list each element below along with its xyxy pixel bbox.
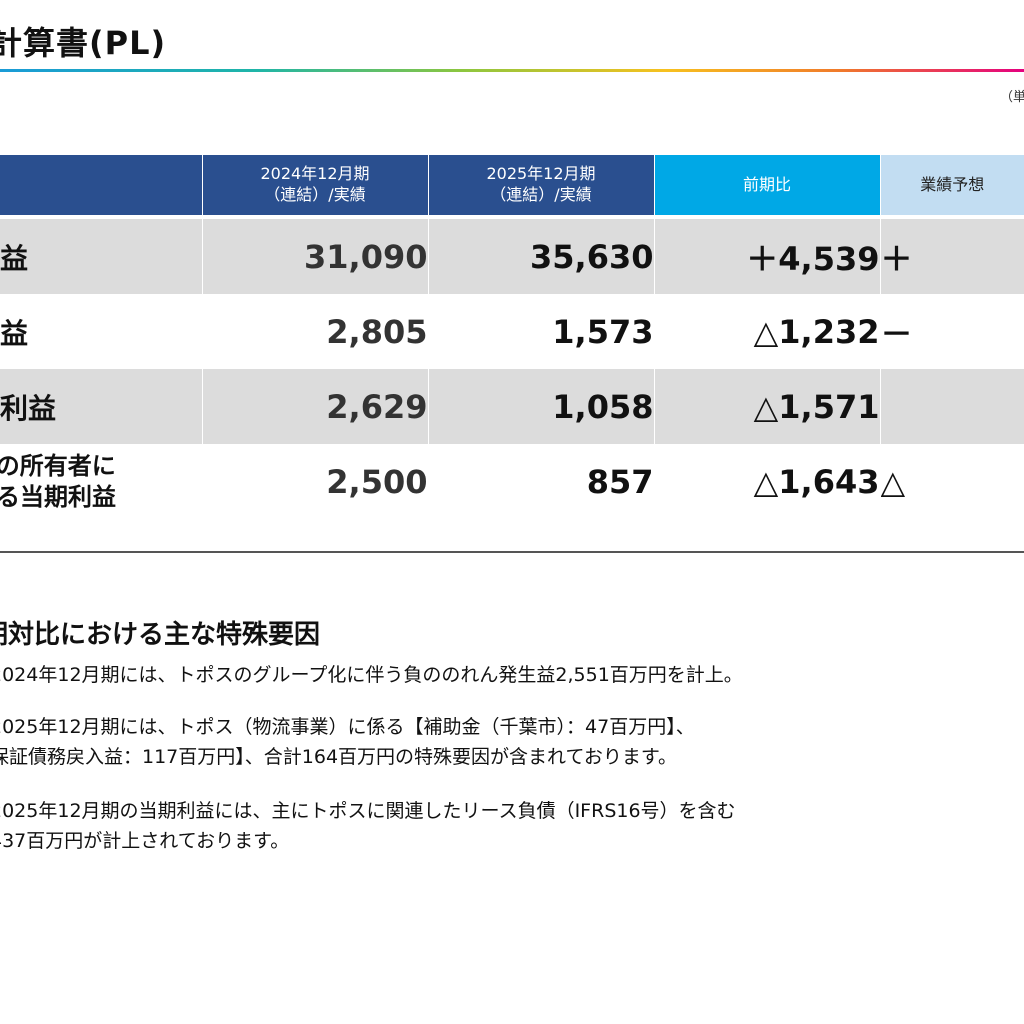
unit-note: （単 [1000,90,1024,105]
header-fy2025-basis: （連結）/実績 [490,185,592,204]
cell-yoy: △1,643 [653,444,880,519]
cell-yoy: △1,571 [653,369,880,444]
header-yoy: 前期比 [653,155,880,215]
table-row: 前利益 2,629 1,058 △1,571 [0,369,1024,444]
header-label [0,155,202,215]
table-bottom-rule [0,551,1024,553]
cell-fy2025: 857 [427,444,654,519]
row-label: 前利益 [0,369,202,444]
cell-forecast: △ [879,444,1024,519]
note-item: 2025年12月期には、トポス（物流事業）に係る【補助金（千葉市）：47百万円】… [0,712,695,772]
cell-fy2024: 31,090 [201,219,428,294]
page-title: 計算書(PL) [0,24,167,62]
note-line: 437百万円が計上されております。 [0,830,290,852]
header-fy2024-period: 2024年12月期 [260,164,370,184]
cell-fy2024: 2,629 [201,369,428,444]
cell-fy2025: 1,058 [427,369,654,444]
cell-yoy: ＋4,539 [653,219,880,294]
note-line: 2025年12月期には、トポス（物流事業）に係る【補助金（千葉市）：47百万円】… [0,716,695,738]
note-item: 2025年12月期の当期利益には、主にトポスに関連したリース負債（IFRS16号… [0,796,736,856]
row-label: 利益 [0,294,202,369]
note-line: 保証債務戻入益：117百万円】、合計164百万円の特殊要因が含まれております。 [0,746,677,768]
table-row: との所有者に する当期利益 2,500 857 △1,643 △ [0,444,1024,519]
cell-forecast: ＋ [879,219,1024,294]
cell-fy2024: 2,500 [201,444,428,519]
table-row: 収益 31,090 35,630 ＋4,539 ＋ [0,219,1024,294]
note-item: 2024年12月期には、トポスのグループ化に伴う負ののれん発生益2,551百万円… [0,660,743,690]
row-label-line: との所有者に [0,451,116,480]
header-forecast: 業績予想 [879,155,1024,215]
note-line: 2025年12月期の当期利益には、主にトポスに関連したリース負債（IFRS16号… [0,800,736,822]
row-label: 収益 [0,219,202,294]
header-fy2024-basis: （連結）/実績 [264,185,366,204]
notes-title: 期対比における主な特殊要因 [0,620,321,650]
title-underline [0,69,1024,72]
table-row: 利益 2,805 1,573 △1,232 － [0,294,1024,369]
header-fy2025-period: 2025年12月期 [486,164,596,184]
header-fy2025: 2025年12月期 （連結）/実績 [427,155,654,215]
header-fy2024: 2024年12月期 （連結）/実績 [201,155,428,215]
row-label: との所有者に する当期利益 [0,444,202,519]
note-line: 2024年12月期には、トポスのグループ化に伴う負ののれん発生益2,551百万円… [0,664,743,686]
cell-fy2025: 1,573 [427,294,654,369]
cell-forecast: － [879,294,1024,369]
row-label-line: する当期利益 [0,482,116,511]
cell-yoy: △1,232 [653,294,880,369]
pl-table: 2024年12月期 （連結）/実績 2025年12月期 （連結）/実績 前期比 … [0,155,1024,519]
cell-forecast [879,369,1024,444]
cell-fy2024: 2,805 [201,294,428,369]
table-header-row: 2024年12月期 （連結）/実績 2025年12月期 （連結）/実績 前期比 … [0,155,1024,215]
cell-fy2025: 35,630 [427,219,654,294]
